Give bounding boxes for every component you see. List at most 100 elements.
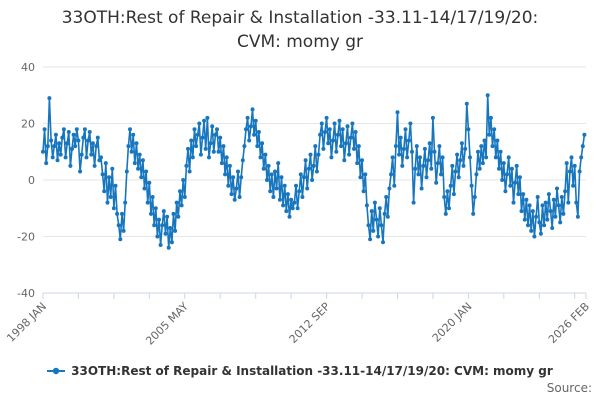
series-point[interactable] — [342, 158, 347, 163]
series-point[interactable] — [534, 214, 539, 219]
series-point[interactable] — [516, 192, 521, 197]
series-point[interactable] — [279, 175, 284, 180]
series-point[interactable] — [190, 155, 195, 160]
series-point[interactable] — [530, 209, 535, 214]
series-point[interactable] — [540, 203, 545, 208]
series-point[interactable] — [575, 214, 580, 219]
series-point[interactable] — [65, 141, 70, 146]
series-point[interactable] — [343, 141, 348, 146]
series-point[interactable] — [334, 149, 339, 154]
series-point[interactable] — [432, 149, 437, 154]
series-point[interactable] — [310, 178, 315, 182]
series-point[interactable] — [503, 189, 508, 194]
series-point[interactable] — [163, 231, 168, 236]
series-point[interactable] — [174, 200, 179, 205]
series-point[interactable] — [313, 144, 318, 149]
series-point[interactable] — [451, 192, 456, 197]
series-point[interactable] — [157, 217, 161, 222]
series-point[interactable] — [476, 149, 480, 154]
series-point[interactable] — [281, 203, 286, 208]
series-point[interactable] — [323, 130, 327, 134]
series-point[interactable] — [179, 203, 184, 208]
series-point[interactable] — [166, 245, 171, 250]
series-point[interactable] — [408, 121, 413, 126]
series-point[interactable] — [314, 169, 319, 174]
series-point[interactable] — [364, 203, 369, 208]
series-point[interactable] — [366, 223, 371, 228]
series-point[interactable] — [53, 132, 58, 137]
series-point[interactable] — [506, 155, 511, 160]
series-point[interactable] — [550, 226, 555, 230]
series-point[interactable] — [110, 166, 115, 171]
series-point[interactable] — [406, 138, 411, 143]
series-point[interactable] — [522, 217, 527, 222]
series-point[interactable] — [265, 178, 269, 182]
series-point[interactable] — [318, 132, 323, 137]
series-point[interactable] — [569, 155, 574, 160]
series-point[interactable] — [361, 189, 366, 194]
series-point[interactable] — [139, 175, 144, 180]
series-point[interactable] — [472, 195, 477, 199]
series-point[interactable] — [49, 138, 54, 143]
series-point[interactable] — [221, 144, 226, 149]
series-point[interactable] — [58, 152, 63, 157]
series-point[interactable] — [435, 161, 440, 166]
series-point[interactable] — [47, 96, 52, 101]
series-point[interactable] — [493, 155, 498, 160]
series-point[interactable] — [490, 144, 495, 149]
series-point[interactable] — [538, 231, 543, 236]
series-point[interactable] — [521, 192, 526, 197]
series-point[interactable] — [216, 149, 221, 154]
series-point[interactable] — [447, 206, 451, 211]
series-point[interactable] — [202, 118, 207, 123]
series-point[interactable] — [61, 127, 66, 132]
series-point[interactable] — [495, 138, 500, 143]
series-point[interactable] — [405, 155, 410, 160]
series-point[interactable] — [50, 155, 55, 160]
series-point[interactable] — [134, 141, 139, 146]
series-point[interactable] — [355, 161, 360, 166]
series-point[interactable] — [152, 223, 157, 228]
series-point[interactable] — [526, 223, 530, 228]
series-point[interactable] — [294, 183, 298, 188]
series-point[interactable] — [469, 183, 474, 188]
series-point[interactable] — [45, 144, 50, 149]
series-point[interactable] — [284, 209, 289, 214]
series-point[interactable] — [290, 206, 295, 211]
series-point[interactable] — [456, 175, 461, 180]
series-point[interactable] — [161, 209, 166, 214]
series-point[interactable] — [497, 166, 501, 171]
series-point[interactable] — [248, 124, 253, 129]
series-point[interactable] — [158, 243, 163, 247]
series-point[interactable] — [255, 144, 260, 149]
series-point[interactable] — [95, 135, 100, 140]
series-point[interactable] — [448, 183, 453, 188]
series-point[interactable] — [137, 152, 142, 157]
series-point[interactable] — [403, 127, 408, 132]
series-point[interactable] — [558, 220, 563, 225]
series-point[interactable] — [477, 166, 482, 171]
series-point[interactable] — [416, 172, 421, 177]
series-point[interactable] — [102, 189, 107, 194]
series-point[interactable] — [381, 240, 385, 245]
series-point[interactable] — [395, 110, 400, 115]
series-point[interactable] — [295, 206, 300, 211]
series-point[interactable] — [271, 195, 276, 199]
series-point[interactable] — [371, 228, 376, 233]
series-point[interactable] — [70, 146, 74, 151]
series-point[interactable] — [401, 146, 406, 151]
series-point[interactable] — [335, 132, 340, 137]
series-point[interactable] — [189, 138, 194, 143]
series-point[interactable] — [113, 183, 118, 188]
series-point[interactable] — [168, 226, 173, 230]
series-point[interactable] — [192, 127, 197, 132]
series-point[interactable] — [66, 130, 71, 134]
series-point[interactable] — [429, 166, 434, 171]
series-point[interactable] — [234, 186, 239, 191]
series-point[interactable] — [115, 211, 120, 216]
series-point[interactable] — [561, 211, 566, 216]
series-point[interactable] — [184, 163, 189, 168]
series-point[interactable] — [484, 155, 489, 160]
series-point[interactable] — [368, 237, 373, 242]
series-point[interactable] — [153, 206, 158, 211]
